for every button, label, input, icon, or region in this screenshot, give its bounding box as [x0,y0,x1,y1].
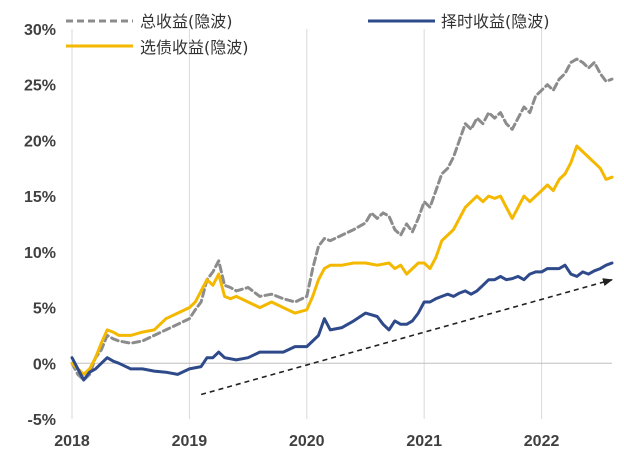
y-tick-label: 0% [33,356,56,373]
annotations [200,278,613,396]
y-tick-label: 5% [33,301,56,318]
y-tick-label: 30% [24,22,56,39]
x-tick-label: 2022 [524,433,560,450]
legend-label-timing: 择时收益(隐波) [441,12,550,31]
legend-label-bond: 选债收益(隐波) [140,38,249,57]
series-line-bond [70,144,614,376]
x-tick-label: 2020 [289,433,325,450]
legend: 总收益(隐波) 择时收益(隐波) 选债收益(隐波) [66,12,550,57]
series-line-total [70,57,614,382]
x-tick-label: 2019 [172,433,208,450]
series-lines [70,57,614,382]
axes: -5% 0% 5% 10% 15% 20% 25% 30% 2018 2019 2020 2021 20… [24,22,612,450]
series-line-timing [70,261,614,382]
legend-item-timing: 择时收益(隐波) [368,12,550,31]
x-tick-label: 2018 [54,433,90,450]
legend-item-total: 总收益(隐波) [66,12,233,31]
y-tick-label: 20% [24,133,56,150]
y-tick-label: 10% [24,245,56,262]
gridlines [71,29,543,419]
y-tick-label: 25% [24,78,56,95]
trend-arrow [200,278,613,396]
legend-label-total: 总收益(隐波) [140,12,233,31]
x-tick-label: 2021 [406,433,442,450]
y-tick-label: 15% [24,189,56,206]
legend-item-bond: 选债收益(隐波) [66,38,249,57]
y-tick-label: -5% [28,412,56,429]
